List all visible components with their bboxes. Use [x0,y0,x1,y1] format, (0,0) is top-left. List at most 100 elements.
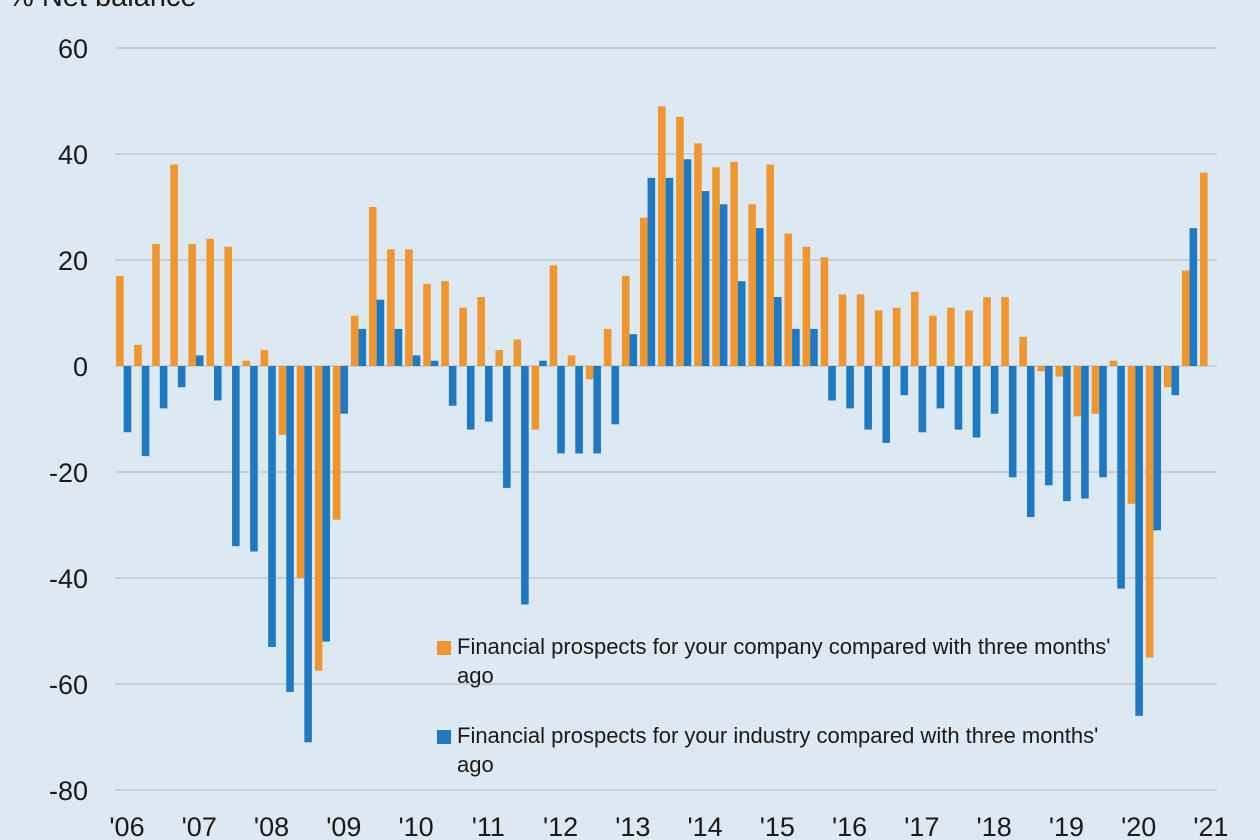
y-tick-label: -60 [49,670,88,700]
industry-bar [1171,366,1180,396]
x-tick-label: '17 [904,812,939,840]
company-bar [1001,297,1009,366]
x-tick-label: '14 [688,812,723,840]
industry-bar [828,366,836,401]
industry-bar [1063,366,1071,502]
company-bar [549,265,558,366]
industry-bar [484,366,493,422]
industry-bar [322,366,330,642]
industry-bar [159,366,168,409]
company-bar [965,310,973,366]
x-tick-label: '16 [832,812,867,840]
company-bar [603,328,612,366]
industry-bar [394,328,403,366]
industry-bar [647,177,656,366]
x-tick-label: '08 [254,812,289,840]
industry-bar [665,177,674,366]
industry-bar [1026,366,1035,518]
industry-bar [195,355,204,366]
y-axis-ticks: 60 40 20 0 -20 -40 -60 -80 [49,34,88,806]
company-bar [495,350,504,366]
company-bar [350,315,359,366]
company-bar [712,167,720,366]
industry-bar [864,366,872,430]
x-tick-label: '06 [109,812,144,840]
company-bar [983,297,991,366]
x-tick-label: '12 [543,812,578,840]
industry-bar [1117,366,1125,589]
industry-bar [232,366,240,547]
x-tick-label: '18 [977,812,1012,840]
x-tick-label: '11 [472,812,505,840]
industry-bar [1045,366,1053,486]
industry-bar [521,366,529,605]
company-bar [1163,366,1172,388]
company-bar [1127,366,1136,504]
company-bar [1200,172,1208,366]
industry-bar [1135,366,1143,716]
y-tick-label: -80 [49,776,88,806]
company-bar [1037,366,1046,372]
industry-bar [286,366,294,692]
legend-label-company: Financial prospects for your company com… [457,634,1111,688]
industry-bar [539,360,547,366]
company-bar [134,344,142,366]
industry-bar [900,366,909,396]
industry-bar [376,299,385,366]
x-tick-label: '15 [760,812,795,840]
y-tick-label: 20 [58,246,88,276]
company-bar [730,161,738,366]
company-bar [296,366,305,578]
industry-bar [611,366,620,425]
industry-bar [936,366,945,409]
company-bar [1109,360,1118,366]
x-tick-label: '07 [182,812,217,840]
company-bar [694,143,702,366]
y-tick-label: 40 [58,140,88,170]
industry-bar [177,366,186,388]
legend: Financial prospects for your company com… [437,632,1127,810]
company-bar [513,339,522,366]
x-tick-label: '10 [398,812,433,840]
legend-item-company: Financial prospects for your company com… [437,632,1127,690]
company-bar [567,355,576,366]
industry-bar [846,366,854,409]
company-bar [332,366,341,520]
company-bar [242,360,251,366]
company-bar [188,244,196,366]
company-bar [639,217,648,366]
company-bar [1019,336,1027,366]
company-bar [278,366,287,435]
x-axis-ticks: '06 '07 '08 '09 '10 '11 '12 '13 '14 '15 '16 '17 '18 '… [109,812,1228,840]
industry-bar [1189,228,1198,366]
company-bar [676,116,684,367]
industry-bar [141,366,150,457]
company-bar [459,307,467,366]
company-bar [802,246,811,366]
industry-bar [250,366,258,552]
y-tick-label: -20 [49,458,88,488]
industry-bar [430,360,439,366]
company-bar [1055,366,1064,377]
industry-bar [268,366,276,647]
company-bar [784,233,793,366]
y-tick-label: 60 [58,34,88,64]
company-bar [929,315,937,366]
company-bar [748,204,756,366]
company-bar [170,164,178,366]
industry-bar [774,297,782,366]
company-bar [1181,270,1190,366]
company-bar [405,249,413,366]
industry-bar [503,366,511,488]
y-tick-label: -40 [49,564,88,594]
company-bar [152,244,160,366]
industry-bar [593,366,601,454]
industry-bar [213,366,222,401]
company-bar [766,164,775,366]
company-bar [1091,366,1100,414]
company-bar [874,310,883,366]
company-bar [260,350,269,366]
company-bar [838,294,847,366]
x-tick-label: '13 [615,812,650,840]
